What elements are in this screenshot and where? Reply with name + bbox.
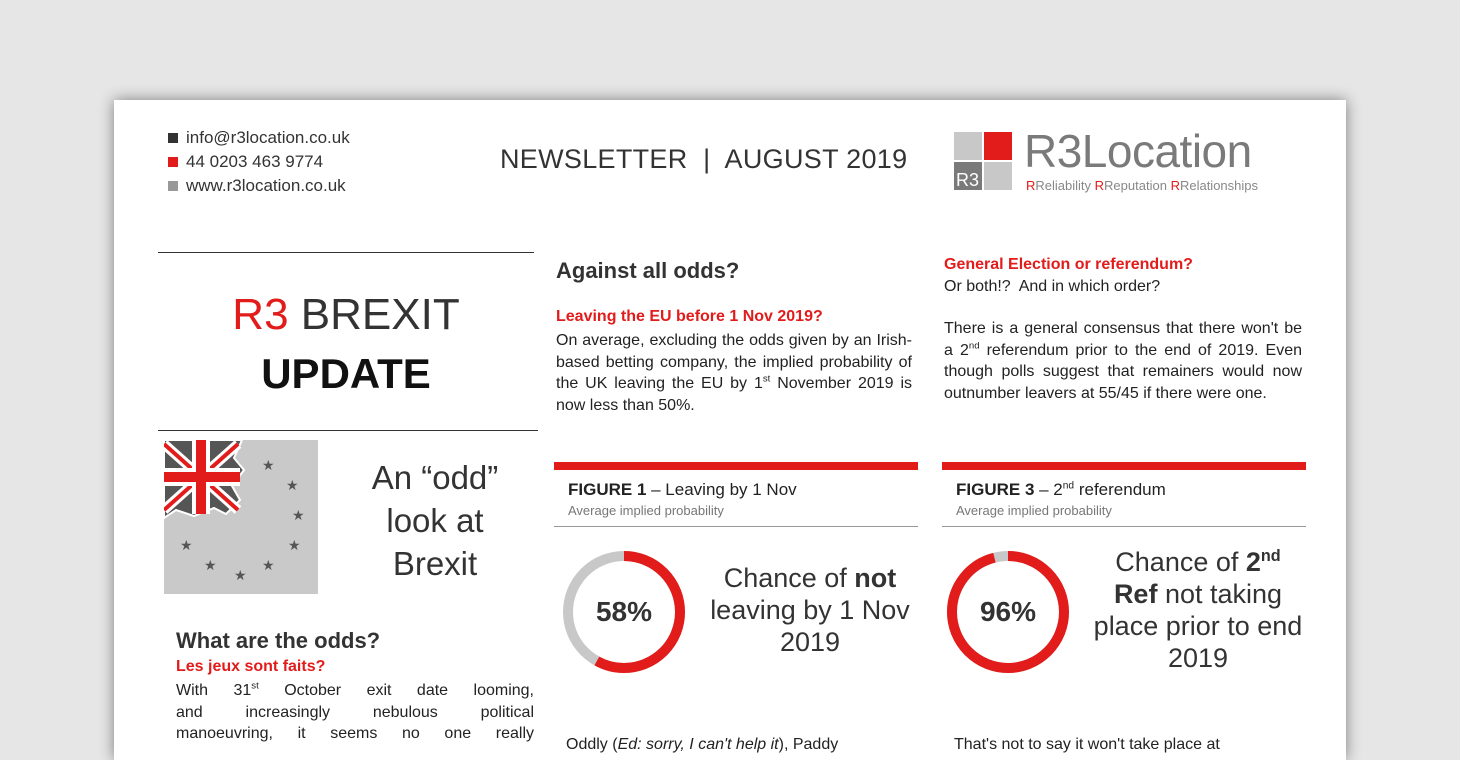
union-jack-icon — [160, 439, 246, 520]
svg-text:★: ★ — [262, 558, 275, 574]
svg-text:★: ★ — [204, 558, 217, 574]
newsletter-date: NEWSLETTER | AUGUST 2019 — [500, 144, 908, 174]
odd-title-line-3: Brexit — [392, 545, 478, 582]
svg-text:★: ★ — [234, 568, 247, 584]
donut-arc-value — [947, 551, 1069, 673]
middle-subheading: Leaving the EU before 1 Nov 2019? — [556, 308, 823, 325]
section-heading-odds: What are the odds? — [176, 628, 381, 653]
figure-1-subtitle: Average implied probability — [568, 503, 724, 518]
right-footer-text: That's not to say it won't take place at — [954, 736, 1220, 753]
svg-text:★: ★ — [180, 538, 193, 554]
figure-3-subtitle: Average implied probability — [956, 503, 1112, 518]
middle-body-text: On average, excluding the odds given by … — [556, 332, 912, 414]
r3location-logo: R3 R3Location RReliability RReputation R… — [954, 125, 1314, 200]
bullet-square-icon — [168, 133, 178, 143]
odd-title-line-2: look at — [386, 502, 484, 539]
figure-1-bar — [554, 462, 918, 470]
figure-3-value-label: 96% — [979, 596, 1037, 627]
phone-row: 44 0203 463 9774 — [168, 150, 350, 174]
right-heading: General Election or referendum? — [944, 256, 1193, 273]
figure-1-title: FIGURE 1 – Leaving by 1 Nov — [568, 480, 797, 500]
figure-1-label: FIGURE 1 — [568, 480, 647, 499]
title-r3: R3 — [232, 290, 289, 339]
logo-mark-icon: R3 — [954, 132, 1012, 190]
website-row: www.r3location.co.uk — [168, 174, 350, 198]
right-body-text: There is a general consensus that there … — [944, 320, 1302, 402]
tagline-word-1: Reliability — [1035, 178, 1092, 193]
logo-tagline: RReliability RReputation RRelationships — [1026, 178, 1258, 193]
donut-arc-value — [563, 551, 685, 673]
logo-wordmark: R3Location — [1024, 125, 1252, 177]
body-line: With 31st October exit date looming, — [176, 680, 534, 699]
figure-1-value-label: 58% — [595, 596, 653, 627]
body-line: and increasingly nebulous political — [176, 703, 534, 721]
figure-3-caption: Chance of 2nd Ref not taking place prior … — [1093, 547, 1303, 673]
tagline-word-3: Relationships — [1179, 178, 1258, 193]
email-row: info@r3location.co.uk — [168, 126, 350, 150]
divider-bottom — [158, 430, 538, 431]
title-update: UPDATE — [261, 350, 431, 397]
left-body-text: With 31st October exit date looming, and… — [176, 680, 534, 745]
eu-stars-icon: ★ ★ ★ ★ ★ ★ ★ ★ — [180, 458, 305, 584]
logo-badge-text: R3 — [956, 170, 979, 190]
phone-text[interactable]: 44 0203 463 9774 — [186, 152, 324, 171]
svg-text:★: ★ — [286, 478, 299, 494]
brexit-flag-image: ★ ★ ★ ★ ★ ★ ★ ★ — [160, 439, 318, 594]
bullet-square-icon — [168, 157, 178, 167]
odd-title-line-1: An “odd” — [371, 459, 499, 496]
odd-look-title: An “odd” look at Brexit — [340, 456, 530, 585]
bullet-square-icon — [168, 181, 178, 191]
figure-1-caption-post: leaving by 1 Nov 2019 — [710, 595, 910, 657]
figure-3-title: FIGURE 3 – 2nd referendum — [956, 480, 1166, 499]
figure-1-caption: Chance of not leaving by 1 Nov 2019 — [708, 562, 912, 658]
brexit-title: R3 BREXIT — [158, 290, 534, 340]
title-brexit: BREXIT — [288, 290, 460, 339]
figure-1-title-text: – Leaving by 1 Nov — [646, 480, 797, 499]
figure-1-donut-chart — [563, 551, 685, 673]
figure-1-caption-bold: not — [854, 563, 897, 593]
figure-3-donut-chart — [947, 551, 1069, 673]
body-line: manoeuvring, it seems no one really — [176, 725, 534, 742]
divider-top — [158, 252, 534, 253]
svg-text:★: ★ — [262, 458, 275, 474]
figure-3-rule — [942, 526, 1306, 527]
figure-1-caption-pre: Chance of — [723, 563, 855, 593]
website-link[interactable]: www.r3location.co.uk — [186, 176, 346, 195]
newsletter-page: info@r3location.co.uk 44 0203 463 9774 w… — [114, 100, 1346, 760]
middle-heading: Against all odds? — [556, 258, 740, 283]
figure-3-label: FIGURE 3 — [956, 480, 1035, 499]
figure-1-rule — [554, 526, 918, 527]
middle-footer-text: Oddly (Ed: sorry, I can't help it), Padd… — [566, 736, 839, 753]
tagline-word-2: Reputation — [1104, 178, 1167, 193]
email-text[interactable]: info@r3location.co.uk — [186, 128, 350, 147]
right-subheading: Or both!? And in which order? — [944, 278, 1161, 295]
section-subheading-jeux: Les jeux sont faits? — [176, 658, 326, 675]
svg-text:★: ★ — [292, 508, 305, 524]
svg-text:★: ★ — [288, 538, 301, 554]
figure-3-bar — [942, 462, 1306, 470]
contact-block: info@r3location.co.uk 44 0203 463 9774 w… — [168, 126, 350, 198]
